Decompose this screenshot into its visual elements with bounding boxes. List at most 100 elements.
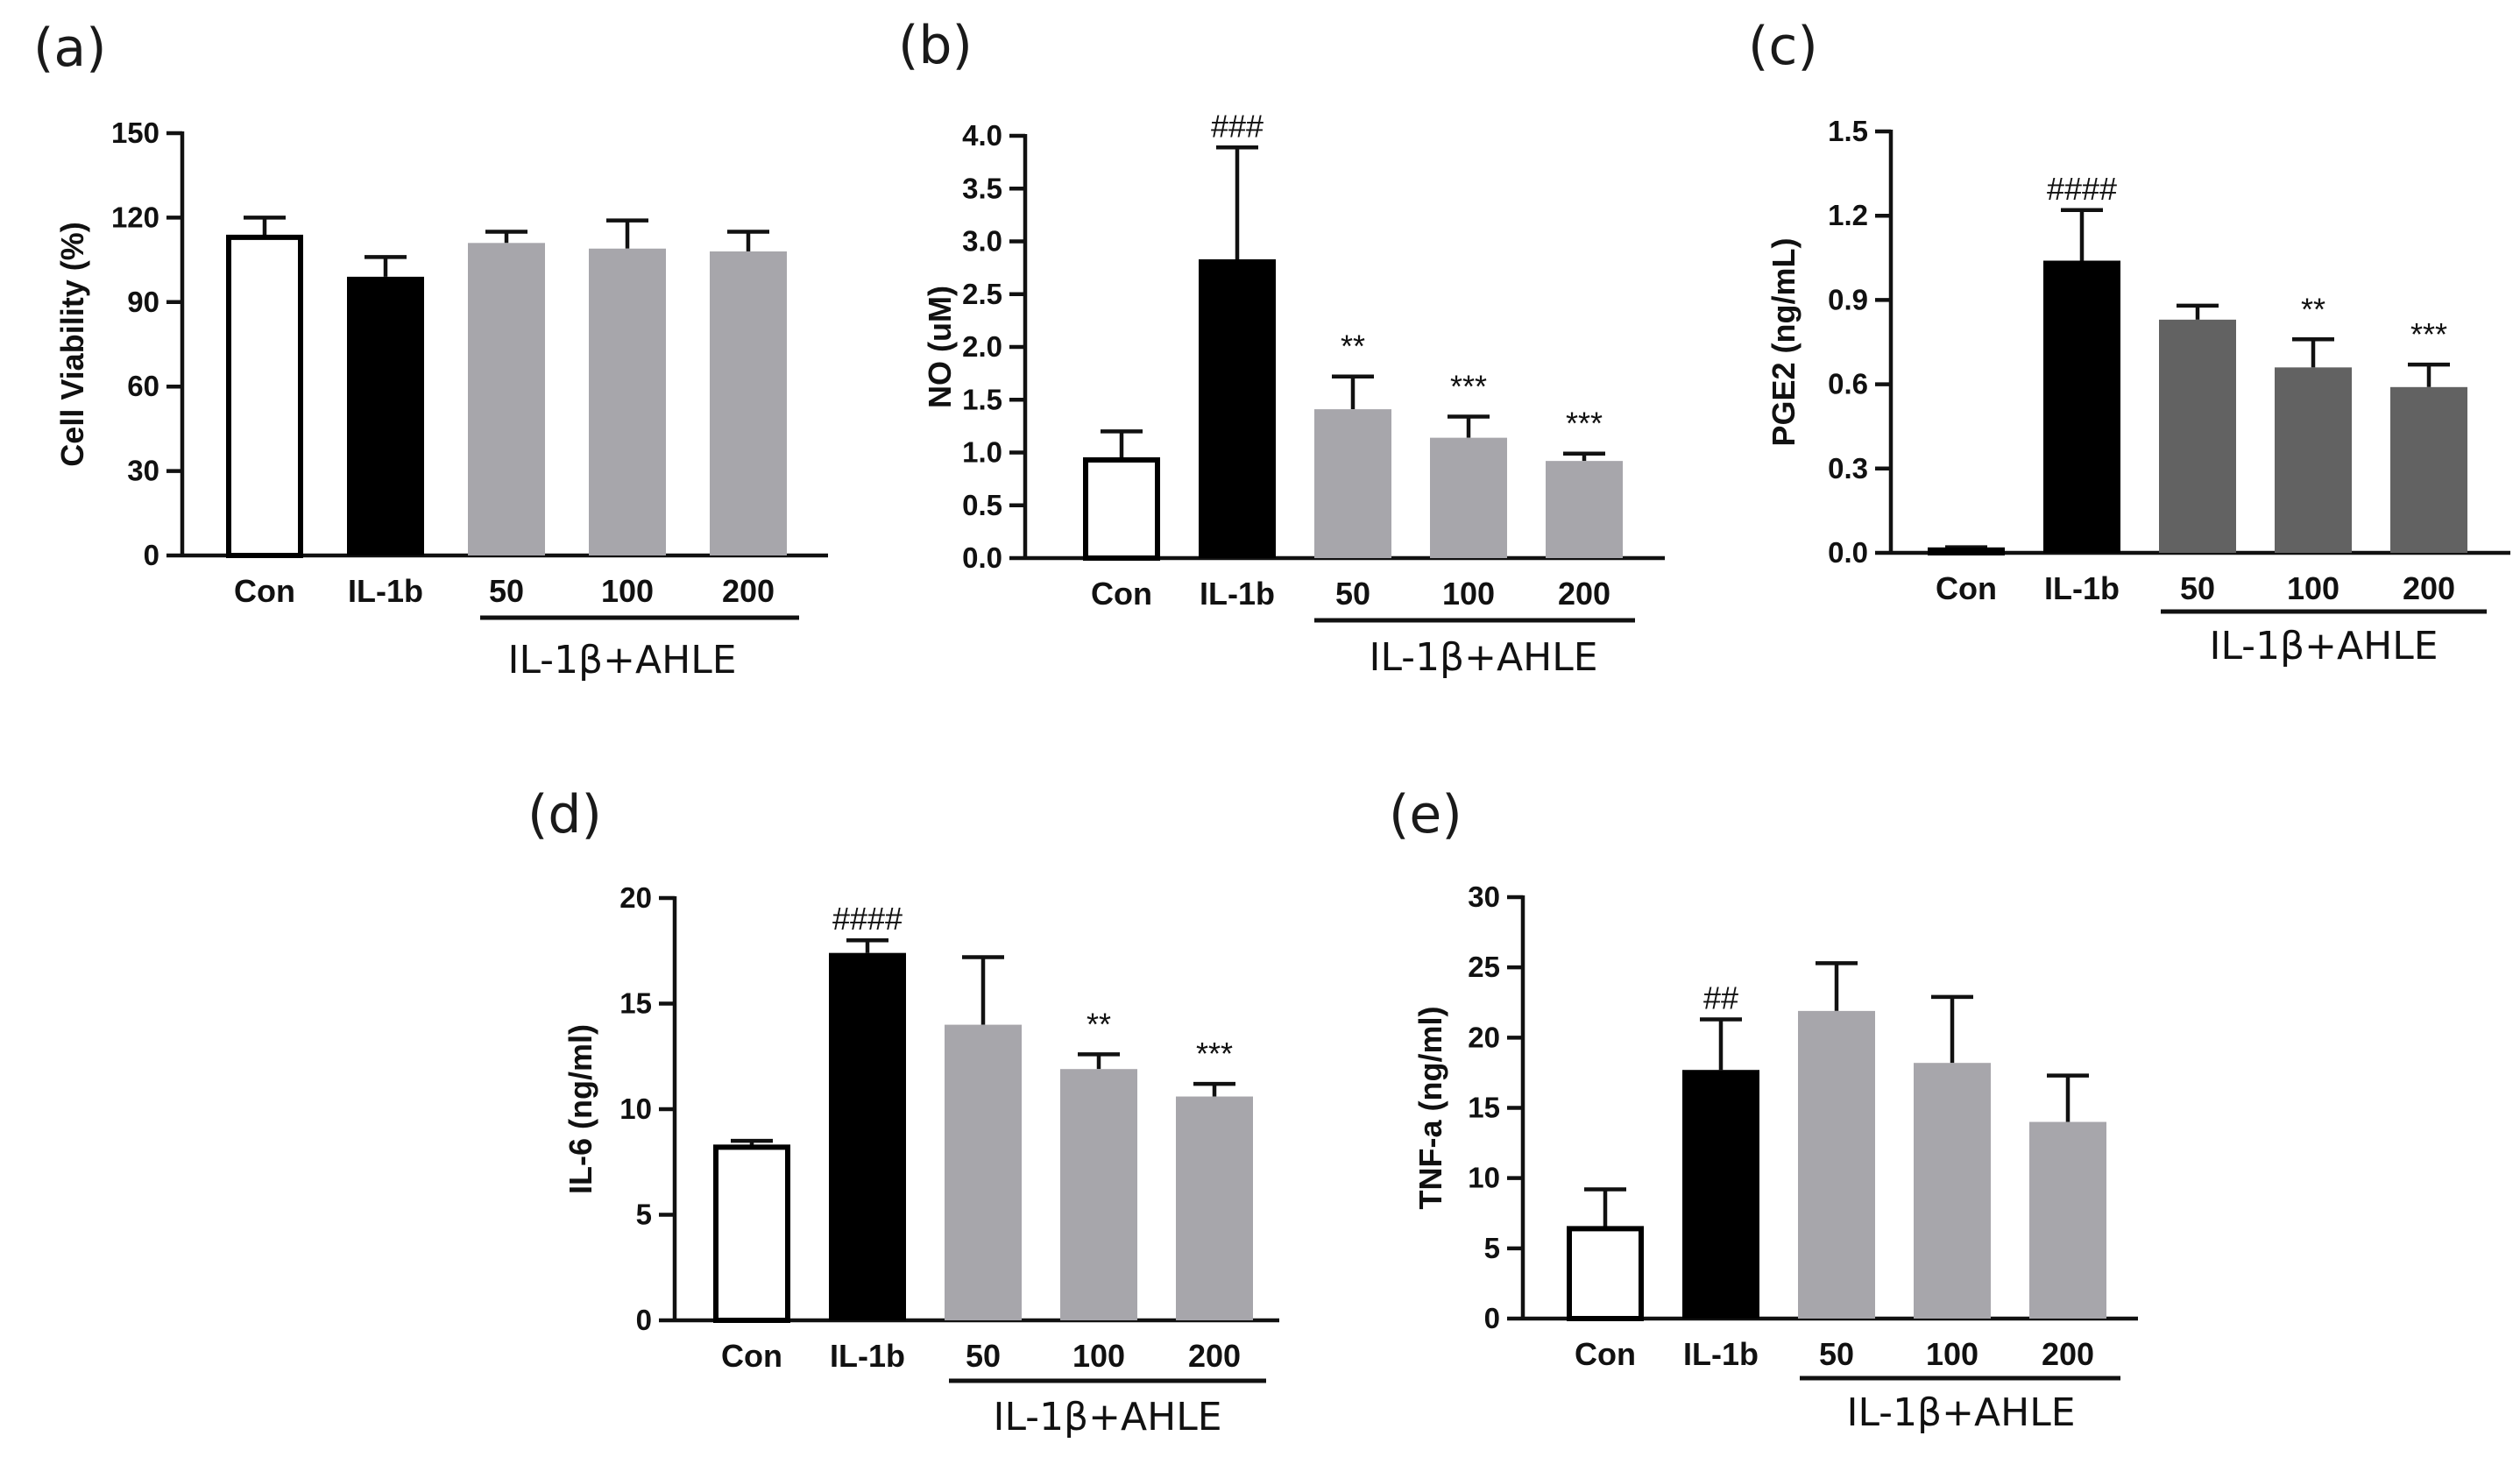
bar-100	[2275, 367, 2352, 553]
bar-Con	[1083, 456, 1160, 561]
group-label: IL-1β+AHLE	[2209, 624, 2438, 668]
y-axis-title: Cell Viability (%)	[54, 222, 90, 466]
category-label: IL-1b	[830, 1338, 905, 1374]
category-label: 200	[1558, 576, 1610, 612]
bar-100	[1914, 1063, 1991, 1319]
bar-IL-1b	[1682, 1070, 1759, 1319]
bar-50	[2159, 319, 2236, 553]
category-label: Con	[234, 573, 295, 609]
significance-label: ###	[1211, 108, 1264, 144]
category-label: 50	[489, 573, 524, 609]
significance-label: ***	[1450, 369, 1487, 405]
y-tick-label: 20	[619, 881, 652, 914]
bar-200	[2029, 1121, 2106, 1319]
y-tick-label: 90	[127, 286, 159, 318]
y-tick-label: 1.0	[962, 436, 1002, 469]
bar-100	[1060, 1069, 1137, 1320]
category-label: IL-1b	[1200, 576, 1275, 612]
bar-200	[1176, 1096, 1253, 1320]
y-tick-label: 2.0	[962, 330, 1002, 363]
y-tick-label: 3.5	[962, 172, 1002, 204]
y-tick-label: 5	[1484, 1232, 1500, 1264]
bar-Con	[713, 1144, 790, 1323]
category-label: IL-1b	[348, 573, 423, 609]
bar-IL-1b	[2043, 260, 2120, 553]
bar-50	[1314, 409, 1391, 558]
y-tick-label: 0.6	[1828, 368, 1868, 400]
bar-Con	[1928, 547, 2005, 556]
y-tick-label: 5	[636, 1199, 652, 1231]
y-tick-label: 0	[636, 1304, 652, 1336]
significance-label: **	[1341, 329, 1365, 364]
bar-100	[1430, 437, 1507, 558]
bar-50	[1798, 1010, 1875, 1319]
y-tick-label: 0.5	[962, 489, 1002, 521]
group-label: IL-1β+AHLE	[507, 638, 736, 683]
category-label: 50	[1819, 1336, 1854, 1372]
category-label: Con	[1936, 570, 1997, 606]
bar-Con	[1567, 1226, 1644, 1322]
category-label: Con	[721, 1338, 782, 1374]
category-label: 50	[1335, 576, 1370, 612]
category-label: 100	[2287, 570, 2339, 606]
significance-label: ***	[1196, 1036, 1233, 1072]
y-tick-label: 150	[111, 117, 159, 149]
category-label: 100	[1442, 576, 1495, 612]
bar-100	[589, 248, 666, 555]
significance-label: ##	[1703, 980, 1738, 1015]
y-tick-label: 0	[144, 539, 159, 571]
y-tick-label: 20	[1468, 1021, 1500, 1053]
group-label: IL-1β+AHLE	[993, 1395, 1221, 1439]
y-axis-title: IL-6 (ng/ml)	[563, 1024, 598, 1194]
significance-label: **	[1087, 1006, 1111, 1042]
y-tick-label: 3.0	[962, 225, 1002, 258]
panel-label: (c)	[1748, 16, 1818, 77]
panel-label: (b)	[898, 15, 973, 76]
y-tick-label: 1.5	[962, 383, 1002, 415]
bar-Con	[226, 234, 303, 558]
category-label: Con	[1575, 1336, 1636, 1372]
y-tick-label: 30	[127, 455, 159, 487]
category-label: 50	[2180, 570, 2215, 606]
y-tick-label: 10	[1468, 1162, 1500, 1194]
significance-label: ####	[832, 901, 903, 937]
y-tick-label: 0.0	[962, 541, 1002, 574]
panel-label: (d)	[527, 784, 602, 845]
category-label: 100	[1926, 1336, 1978, 1372]
category-label: 50	[966, 1338, 1001, 1374]
panel-d: (d) 0 5 10 15 20 IL-6 (ng/ml) Con #### IL-1b 50 ** 1…	[527, 784, 1279, 1439]
y-tick-label: 4.0	[962, 119, 1002, 152]
panel-label: (a)	[33, 18, 107, 79]
panel-b: (b) 0.0 0.5 1.0 1.5 2.0 2.5 3.0 3.5 4.0 NO (uM) Con…	[898, 15, 1665, 680]
y-tick-label: 2.5	[962, 278, 1002, 310]
y-tick-label: 15	[1468, 1092, 1500, 1124]
category-label: IL-1b	[2044, 570, 2120, 606]
y-tick-label: 1.2	[1828, 199, 1868, 231]
y-tick-label: 0.3	[1828, 452, 1868, 484]
y-tick-label: 30	[1468, 881, 1500, 913]
significance-label: **	[2301, 291, 2325, 327]
bar-200	[710, 251, 787, 555]
significance-label: ***	[2410, 316, 2447, 352]
bar-50	[468, 243, 545, 555]
y-tick-label: 60	[127, 370, 159, 402]
bar-200	[1546, 461, 1623, 558]
category-label: Con	[1091, 576, 1152, 612]
panel-label: (e)	[1389, 784, 1462, 845]
category-label: 200	[2403, 570, 2455, 606]
y-tick-label: 15	[619, 987, 652, 1020]
panel-c: (c) 0.0 0.3 0.6 0.9 1.2 1.5 PGE2 (ng/mL) Con ####…	[1748, 16, 2510, 668]
y-tick-label: 25	[1468, 951, 1500, 983]
bar-IL-1b	[829, 952, 906, 1320]
y-tick-label: 1.5	[1828, 115, 1868, 147]
category-label: 200	[722, 573, 775, 609]
y-tick-label: 0	[1484, 1302, 1500, 1334]
category-label: 200	[1188, 1338, 1241, 1374]
bar-IL-1b	[347, 276, 424, 555]
group-label: IL-1β+AHLE	[1846, 1390, 2075, 1435]
group-label: IL-1β+AHLE	[1369, 635, 1597, 680]
y-tick-label: 0.9	[1828, 283, 1868, 315]
panel-a: (a) 0 30 60 90 120 150 Cell Viability (%) Con IL-…	[33, 18, 828, 683]
category-label: IL-1b	[1683, 1336, 1759, 1372]
